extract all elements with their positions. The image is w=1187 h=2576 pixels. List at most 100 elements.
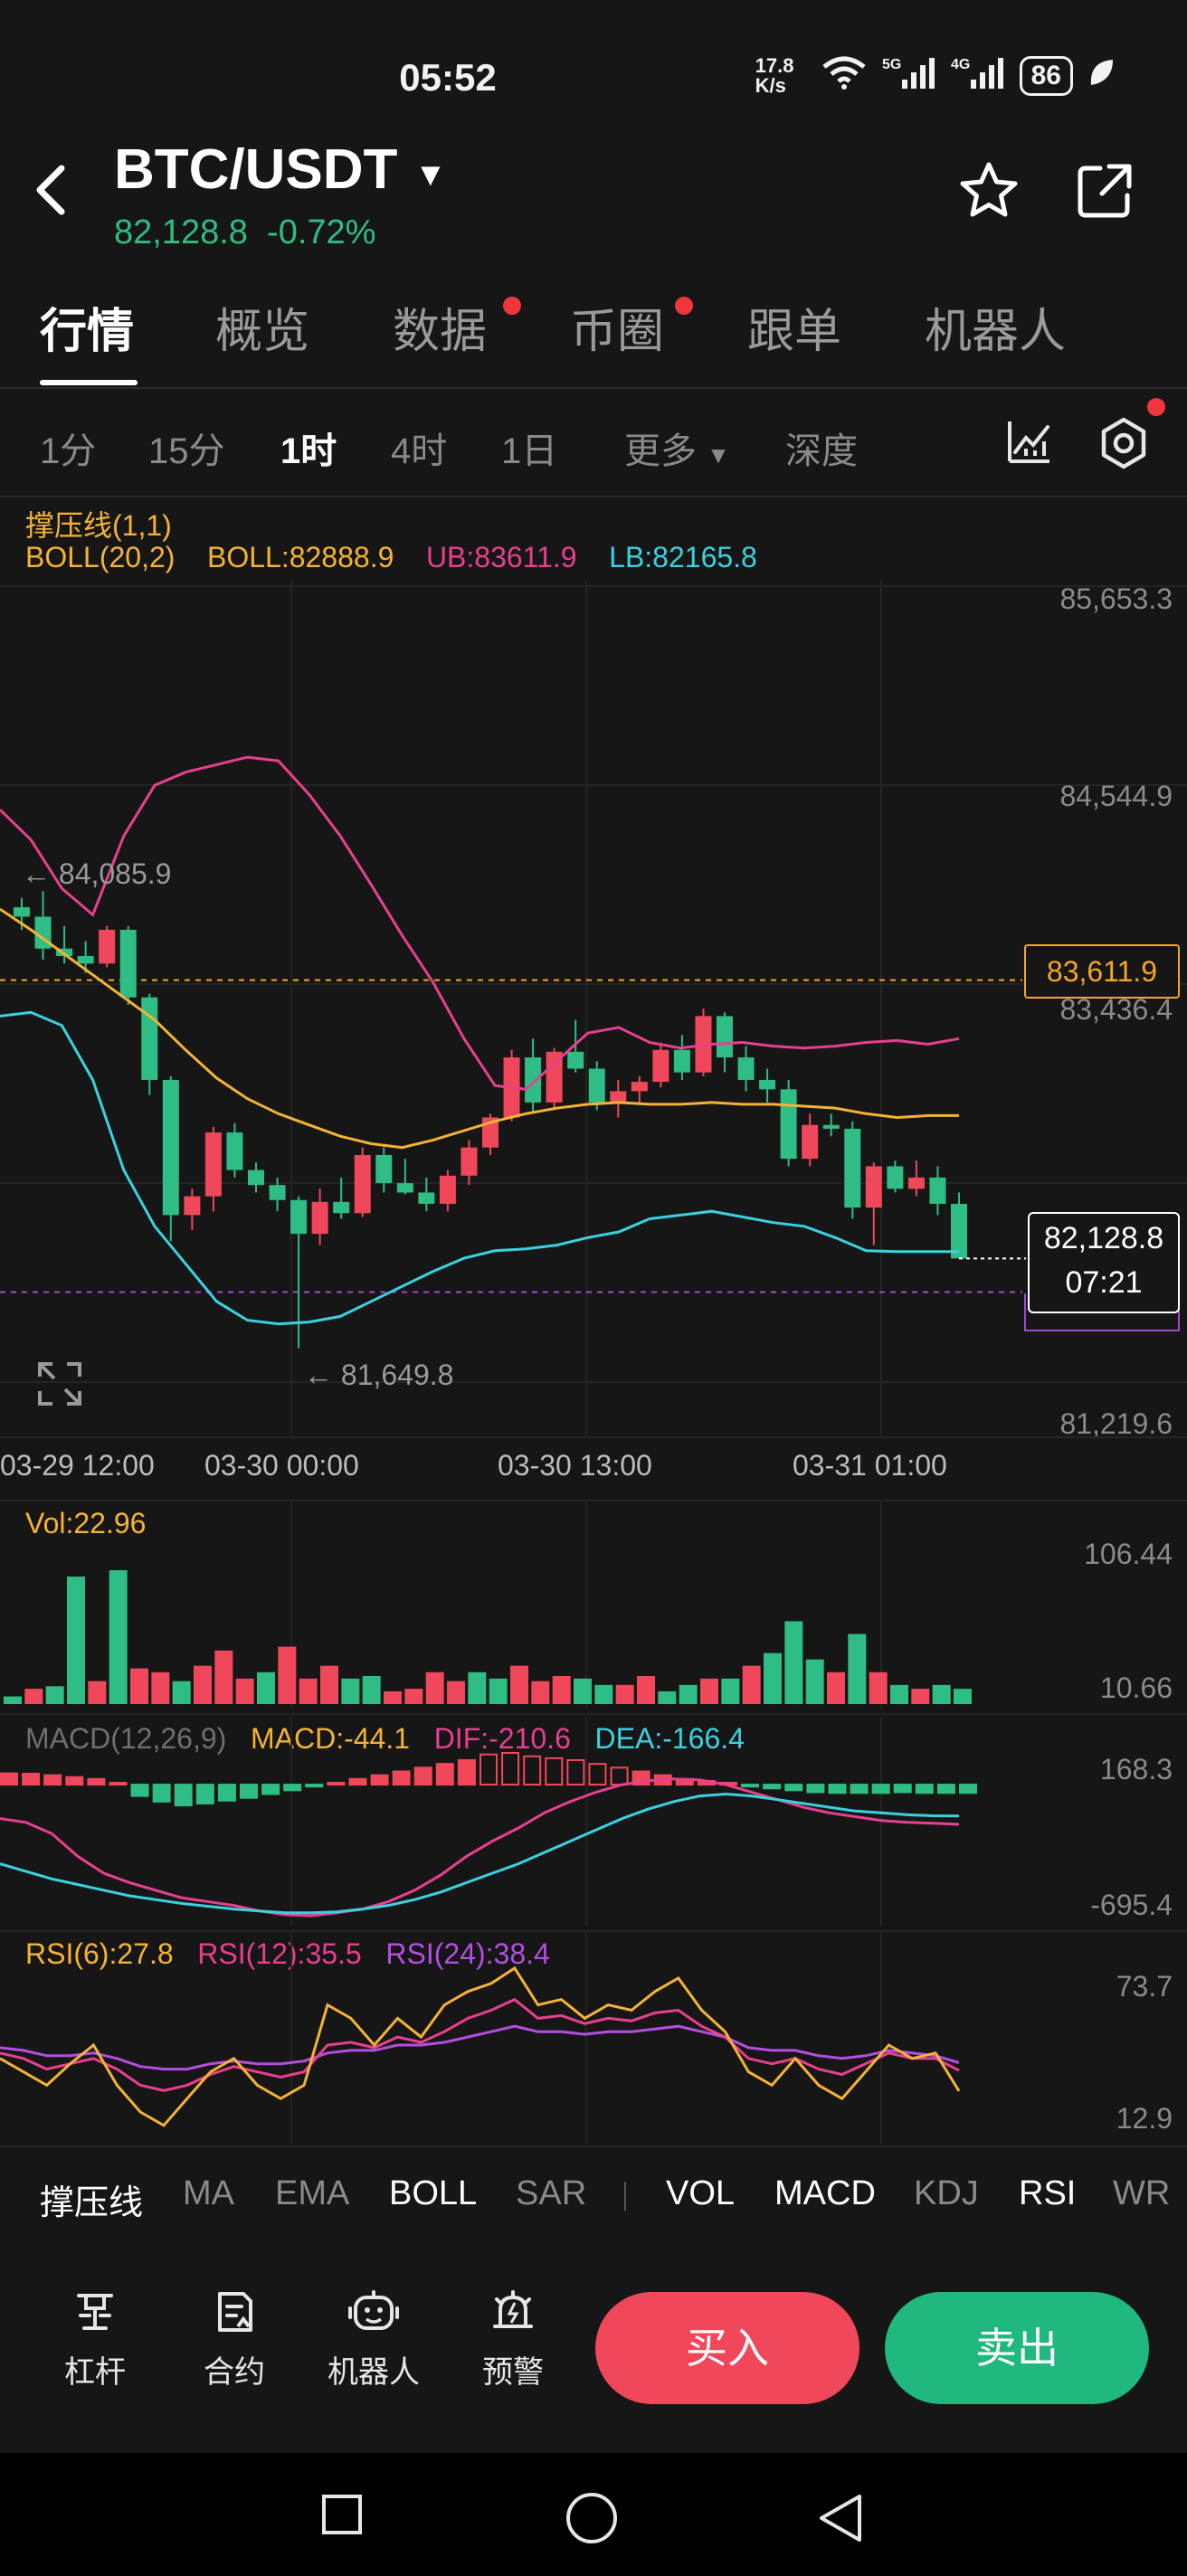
interval-depth[interactable]: 深度 <box>785 431 858 471</box>
rsi24-value: RSI(24):38.4 <box>385 1937 550 1970</box>
leverage-button[interactable]: 杠杆 <box>45 2288 145 2391</box>
tab-bots[interactable]: 机器人 <box>925 306 1067 358</box>
volume-bar <box>425 1672 444 1704</box>
tab-community[interactable]: 币圈 <box>570 306 665 358</box>
chart-settings-icon[interactable] <box>1097 416 1151 475</box>
tab-overview[interactable]: 概览 <box>215 306 310 358</box>
sig2-text: 4G <box>951 57 970 72</box>
candle-body <box>333 1201 350 1214</box>
macd-histogram-bar <box>501 1752 520 1786</box>
pair-title[interactable]: BTC/USDT <box>114 138 398 201</box>
candle-body <box>204 1132 222 1197</box>
rsi-axis-min: 12.9 <box>1116 2102 1173 2135</box>
volume-bar <box>341 1678 360 1704</box>
caret-down-icon: ▼ <box>707 441 730 469</box>
candle-body <box>546 1051 563 1103</box>
volume-bar <box>67 1577 85 1704</box>
indicator-ema[interactable]: EMA <box>275 2174 350 2212</box>
volume-bar <box>235 1678 254 1704</box>
share-icon[interactable] <box>1073 159 1136 227</box>
macd-histogram-bar <box>43 1774 62 1786</box>
rsi-legend: RSI(6):27.8 RSI(12):35.5 RSI(24):38.4 <box>25 1937 550 1971</box>
macd-value: MACD:-44.1 <box>250 1722 411 1755</box>
indicator-sar[interactable]: SAR <box>516 2174 587 2212</box>
interval-more-label: 更多 <box>624 431 697 471</box>
chart-tools-icon[interactable] <box>1004 416 1055 471</box>
favorite-star-icon[interactable] <box>957 159 1021 227</box>
contract-button[interactable]: 合约 <box>185 2288 284 2391</box>
macd-chart <box>0 1717 977 1927</box>
macd-histogram-bar <box>871 1784 890 1795</box>
macd-histogram-bar <box>152 1784 171 1803</box>
buy-button[interactable]: 买入 <box>595 2292 859 2404</box>
sig1-text: 5G <box>882 57 901 72</box>
indicator-vol[interactable]: VOL <box>666 2174 736 2212</box>
candle-body <box>56 948 73 957</box>
macd-histogram-bar <box>936 1784 955 1795</box>
sell-button[interactable]: 卖出 <box>885 2292 1149 2404</box>
time-axis-label: 03-30 13:00 <box>498 1449 652 1482</box>
interval-1d[interactable]: 1日 <box>501 431 558 471</box>
indicator-macd[interactable]: MACD <box>774 2174 876 2212</box>
candle-body <box>248 1170 264 1186</box>
volume-bar <box>890 1684 908 1704</box>
price-axis-label: 81,219.6 <box>1059 1407 1173 1440</box>
status-time: 05:52 <box>399 56 497 99</box>
volume-bar <box>24 1689 43 1704</box>
time-axis-label: 03-30 00:00 <box>204 1449 359 1482</box>
volume-bar <box>109 1570 128 1704</box>
home-icon[interactable] <box>565 2491 619 2545</box>
candle-body <box>354 1154 371 1214</box>
volume-bar <box>911 1689 930 1704</box>
time-axis-label: 03-31 01:00 <box>793 1449 947 1482</box>
tabs-divider <box>0 387 1187 389</box>
indicator-kdj[interactable]: KDJ <box>914 2174 979 2212</box>
indicator-ma[interactable]: MA <box>183 2174 234 2212</box>
dif-value: DIF:-210.6 <box>433 1722 571 1755</box>
macd-histogram-bar <box>413 1766 432 1786</box>
status-indicators: 17.8 K/s 5G 4G 86 <box>755 54 1115 97</box>
macd-axis-max: 168.3 <box>1099 1753 1173 1785</box>
volume-bar <box>214 1650 233 1704</box>
macd-histogram-bar <box>741 1784 760 1788</box>
candle-body <box>907 1177 925 1189</box>
indicator-wr[interactable]: WR <box>1113 2174 1171 2212</box>
rsi-top-line <box>0 1930 1187 1932</box>
candle-body <box>759 1079 776 1090</box>
candle-body <box>865 1166 882 1208</box>
interval-15m[interactable]: 15分 <box>148 431 225 471</box>
macd-histogram-bar <box>327 1781 346 1786</box>
back-button[interactable] <box>33 163 69 228</box>
volume-bar <box>489 1678 508 1704</box>
interval-more[interactable]: 更多 ▼ <box>624 421 730 474</box>
robot-icon <box>348 2290 399 2330</box>
fullscreen-icon[interactable] <box>36 1360 83 1412</box>
candle-countdown: 07:21 <box>1065 1265 1143 1300</box>
macd-histogram-bar <box>566 1758 585 1786</box>
pair-dropdown-icon[interactable]: ▼ <box>414 156 447 193</box>
recents-icon[interactable] <box>320 2493 364 2536</box>
candle-body <box>162 1079 179 1216</box>
boll-middle-band <box>0 907 959 1150</box>
last-price-tag: 82,128.8 07:21 <box>1028 1212 1180 1313</box>
tab-data[interactable]: 数据 <box>393 306 488 358</box>
candlestick-chart[interactable] <box>0 579 1187 1501</box>
interval-1h[interactable]: 1时 <box>280 431 337 471</box>
interval-1m[interactable]: 1分 <box>40 431 97 471</box>
volume-bar <box>742 1665 761 1704</box>
tab-copy-trading[interactable]: 跟单 <box>747 306 842 358</box>
back-nav-icon[interactable] <box>816 2491 865 2545</box>
indicator-rsi[interactable]: RSI <box>1019 2174 1077 2212</box>
candle-body <box>290 1199 308 1235</box>
tab-market[interactable]: 行情 <box>40 306 135 358</box>
indicator-support-resistance[interactable]: 撑压线 <box>40 2184 144 2222</box>
lb-tag-underlay <box>1024 1293 1180 1331</box>
indicator-boll[interactable]: BOLL <box>389 2174 478 2212</box>
robot-button[interactable]: 机器人 <box>324 2288 423 2391</box>
candle-body <box>311 1201 328 1235</box>
alarm-button[interactable]: 预警 <box>463 2288 563 2391</box>
interval-4h[interactable]: 4时 <box>391 431 448 471</box>
volume-bar <box>827 1672 845 1704</box>
volume-bar <box>172 1681 191 1704</box>
macd-axis-min: -695.4 <box>1090 1889 1173 1921</box>
